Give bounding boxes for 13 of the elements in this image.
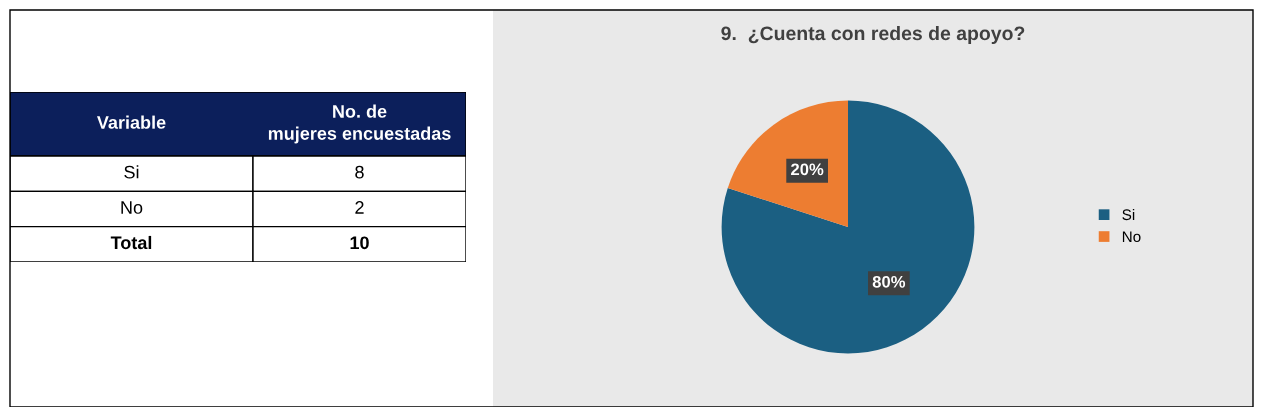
chart-title: 9. ¿Cuenta con redes de apoyo? bbox=[721, 25, 1025, 45]
text: No. de mujeres encuestadas bbox=[268, 104, 451, 144]
data-label: 8 bbox=[355, 165, 364, 179]
legend-label: Si bbox=[1122, 208, 1135, 221]
text: Variable bbox=[96, 115, 166, 129]
category-label: Si bbox=[124, 165, 139, 179]
data-label: 20% bbox=[791, 163, 824, 176]
category-label: No bbox=[121, 201, 143, 214]
category-label: Total bbox=[110, 235, 152, 250]
legend-label: No bbox=[1122, 231, 1141, 243]
data-label: 2 bbox=[355, 201, 364, 214]
data-label: 80% bbox=[872, 275, 906, 288]
data-label: 10 bbox=[350, 236, 369, 250]
